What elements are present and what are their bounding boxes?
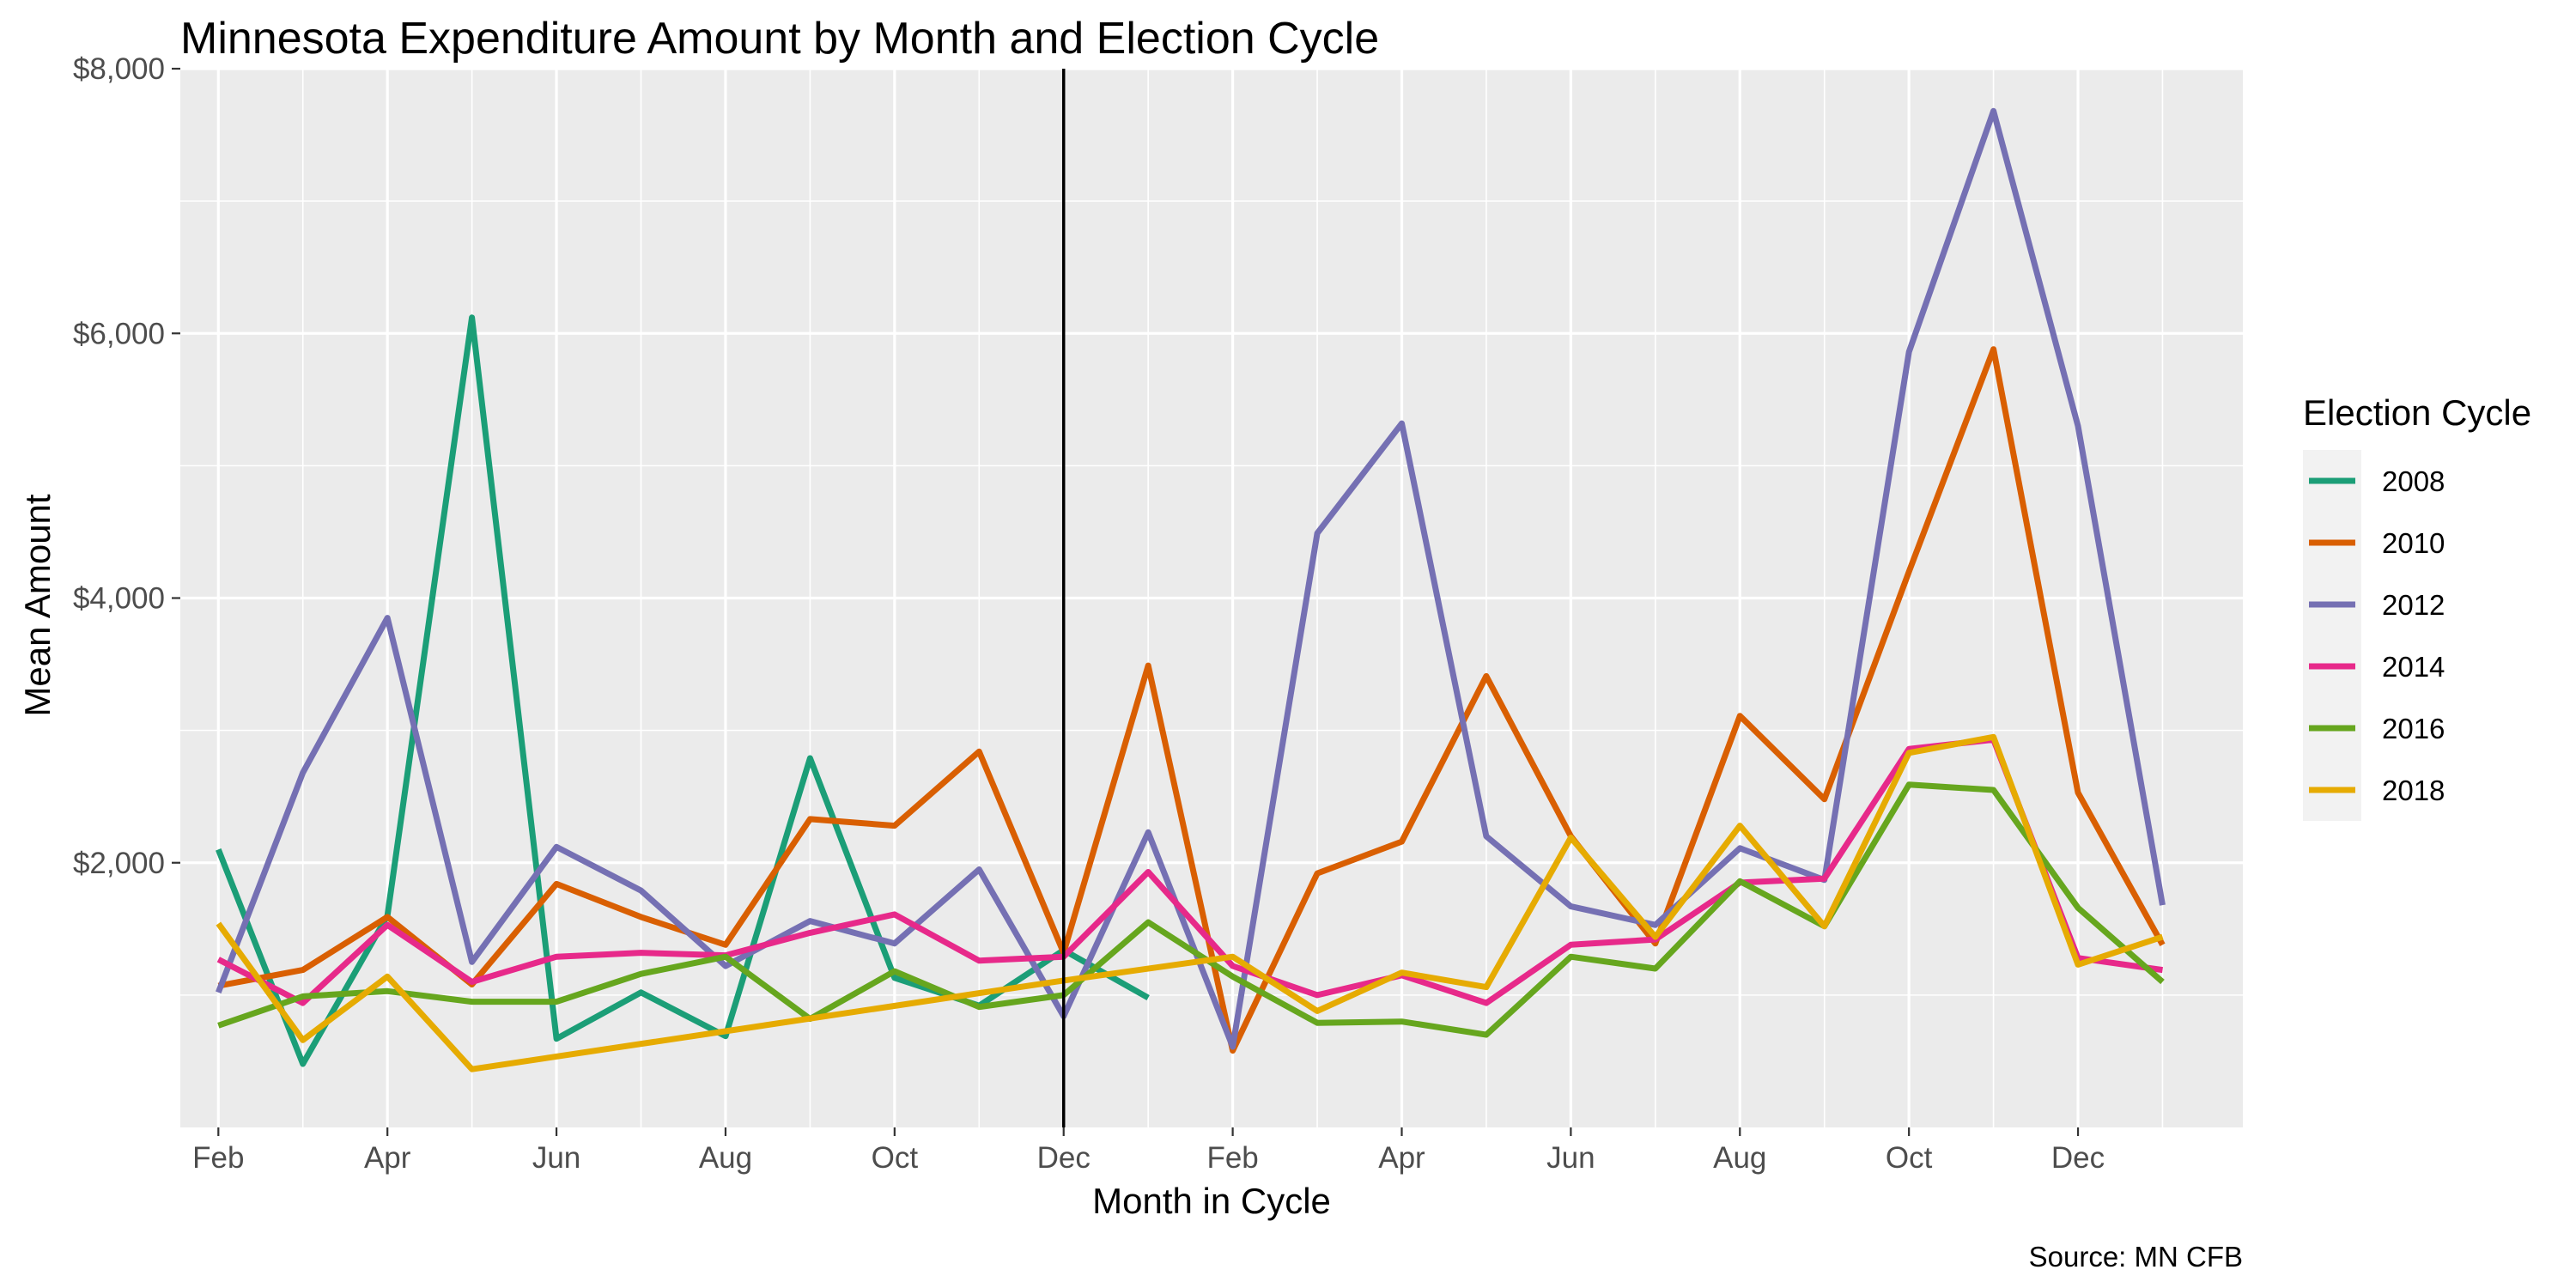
y-axis-title: Mean Amount bbox=[17, 494, 58, 716]
series-line-2014 bbox=[216, 736, 2163, 1006]
x-tick-label: Oct bbox=[1886, 1141, 1933, 1175]
series-line-2010 bbox=[217, 346, 2166, 1054]
series-line-2018 bbox=[216, 733, 2164, 1072]
x-tick-label: Jun bbox=[1546, 1141, 1595, 1175]
legend-label-2008: 2008 bbox=[2382, 465, 2445, 497]
chart-title: Minnesota Expenditure Amount by Month an… bbox=[180, 14, 1379, 64]
legend-label-2018: 2018 bbox=[2382, 775, 2445, 806]
legend-label-2010: 2010 bbox=[2382, 527, 2445, 559]
series-line-2012 bbox=[216, 107, 2166, 1050]
x-tick-label: Apr bbox=[364, 1141, 411, 1175]
y-tick-label: $6,000 bbox=[73, 317, 165, 350]
x-tick-label: Apr bbox=[1378, 1141, 1425, 1175]
legend: Election Cycle 2008 2010 2012 2014 2016 2018 bbox=[2303, 392, 2531, 821]
y-tick-label: $2,000 bbox=[73, 847, 165, 880]
legend-title: Election Cycle bbox=[2303, 392, 2531, 433]
x-tick-label: Aug bbox=[1713, 1141, 1766, 1175]
plot-panel bbox=[180, 67, 2243, 1127]
legend-label-2016: 2016 bbox=[2382, 713, 2445, 744]
x-tick-label: Dec bbox=[2051, 1141, 2105, 1175]
x-tick-label: Dec bbox=[1037, 1141, 1091, 1175]
legend-label-2012: 2012 bbox=[2382, 589, 2445, 621]
source-caption: Source: MN CFB bbox=[2029, 1241, 2243, 1273]
x-tick-label: Feb bbox=[1206, 1141, 1258, 1175]
x-tick-label: Jun bbox=[532, 1141, 580, 1175]
x-tick-label: Oct bbox=[872, 1141, 919, 1175]
x-tick-label: Aug bbox=[699, 1141, 752, 1175]
legend-label-2014: 2014 bbox=[2382, 651, 2445, 683]
y-tick-label: $4,000 bbox=[73, 582, 165, 616]
x-axis-title: Month in Cycle bbox=[1092, 1181, 1331, 1221]
x-tick-label: Feb bbox=[192, 1141, 244, 1175]
y-tick-label: $8,000 bbox=[73, 52, 165, 86]
